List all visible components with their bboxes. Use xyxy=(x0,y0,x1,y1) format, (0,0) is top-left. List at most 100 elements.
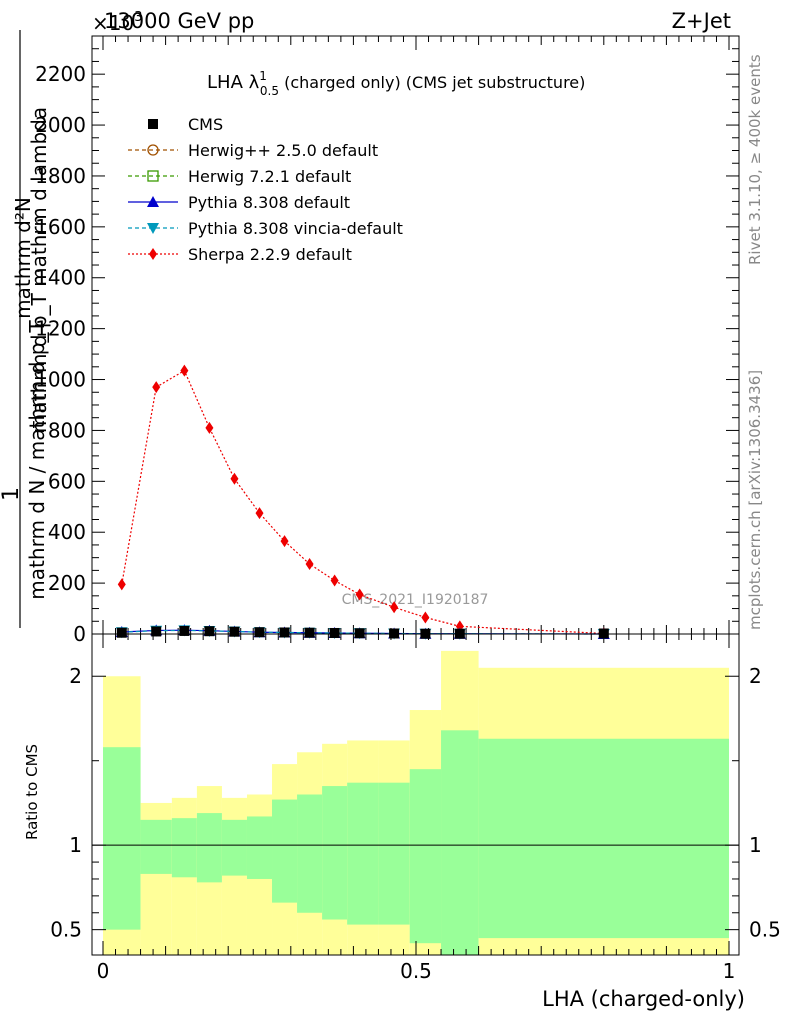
data-point xyxy=(152,381,161,394)
main-y-tick-label: 2000 xyxy=(35,113,86,137)
ratio-band-green xyxy=(378,782,410,925)
exponent-label: ×103 xyxy=(92,10,143,35)
x-tick-label: 1 xyxy=(723,959,736,983)
data-point xyxy=(598,628,609,639)
data-point xyxy=(179,625,190,636)
data-point xyxy=(389,628,400,639)
legend-label: CMS xyxy=(188,115,223,134)
ratio-y-tick-label: 0.5 xyxy=(50,918,82,942)
legend-entry: Sherpa 2.2.9 default xyxy=(128,245,352,264)
data-point xyxy=(421,611,430,624)
data-point xyxy=(280,535,289,548)
energy-label: 13000 GeV pp xyxy=(104,9,254,33)
ratio-band-green xyxy=(246,816,273,879)
data-point xyxy=(304,627,315,638)
ratio-band-green xyxy=(171,818,197,878)
legend-entry: Pythia 8.308 default xyxy=(128,193,350,212)
x-tick-label: 0 xyxy=(97,959,110,983)
ratio-band-green xyxy=(297,794,323,913)
ratio-band-green xyxy=(272,799,298,903)
legend-label: Pythia 8.308 default xyxy=(188,193,350,212)
y-label-numerator: mathrm d²N xyxy=(11,197,35,319)
legend-entry: Herwig 7.2.1 default xyxy=(128,167,351,186)
main-y-tick-label: 1000 xyxy=(35,368,86,392)
y-axis-label: 1 mathrm d²N mathrm d p_T mathrm d lambd… xyxy=(0,30,51,628)
y-label-denominator: mathrm d N / mathrm d p_T xyxy=(25,320,49,600)
data-point xyxy=(279,627,290,638)
mcplots-label: mcplots.cern.ch [arXiv:1306.3436] xyxy=(746,370,764,630)
main-y-tick-label: 2200 xyxy=(35,62,86,86)
ratio-y-axis: 0.5 0.5 1 1 2 2 xyxy=(50,664,781,941)
data-point xyxy=(255,507,264,520)
ratio-y-tick-label: 2 xyxy=(69,664,82,688)
x-tick-label: 0.5 xyxy=(400,959,432,983)
series-line xyxy=(121,369,604,635)
legend-marker xyxy=(149,248,157,260)
ratio-band-green xyxy=(103,747,141,930)
legend-marker xyxy=(147,223,159,234)
data-point xyxy=(117,578,126,591)
data-point xyxy=(229,626,240,637)
series-layer xyxy=(115,364,610,640)
main-y-tick-label: 200 xyxy=(48,571,86,595)
legend-entry: Herwig++ 2.5.0 default xyxy=(128,141,378,160)
ratio-band-green xyxy=(140,819,172,874)
ratio-band-green xyxy=(409,769,442,944)
ratio-band-green xyxy=(478,738,729,939)
data-point xyxy=(305,558,314,571)
process-label: Z+Jet xyxy=(672,9,731,33)
main-y-tick-label: 800 xyxy=(48,418,86,442)
ratio-band-green xyxy=(196,813,222,883)
data-point xyxy=(204,626,215,637)
legend-marker xyxy=(147,170,159,182)
ratio-bands xyxy=(103,650,729,955)
legend-label: Pythia 8.308 vincia-default xyxy=(188,219,403,238)
ratio-x-axis: 0 0.5 1 xyxy=(97,634,736,983)
legend-label: Herwig 7.2.1 default xyxy=(188,167,351,186)
main-y-tick-label: 1400 xyxy=(35,266,86,290)
series-sherpa-2-2-9-default xyxy=(117,364,608,640)
ratio-band-green xyxy=(441,730,479,955)
main-y-tick-label: 0 xyxy=(73,622,86,646)
data-point xyxy=(116,627,127,638)
data-point xyxy=(151,626,162,637)
x-axis-label: LHA (charged-only) xyxy=(542,987,745,1011)
legend-label: Sherpa 2.2.9 default xyxy=(188,245,352,264)
ratio-y-label: Ratio to CMS xyxy=(23,744,41,840)
analysis-watermark: CMS_2021_I1920187 xyxy=(342,592,489,608)
y-label-one: 1 xyxy=(0,487,24,501)
main-y-tick-label: 600 xyxy=(48,469,86,493)
legend-marker xyxy=(147,196,159,207)
ratio-band-green xyxy=(221,819,247,876)
data-point xyxy=(230,472,239,485)
data-point xyxy=(329,627,340,638)
data-point xyxy=(254,627,265,638)
plot-title: LHA λ1 0.5 (charged only) (CMS jet substr… xyxy=(207,69,585,98)
legend-entry: Pythia 8.308 vincia-default xyxy=(128,219,403,238)
data-point xyxy=(330,574,339,587)
main-y-tick-label: 1800 xyxy=(35,164,86,188)
ratio-band-green xyxy=(322,786,348,920)
ratio-y-tick-label: 1 xyxy=(69,833,82,857)
main-y-tick-label: 400 xyxy=(48,520,86,544)
data-point xyxy=(205,421,214,434)
main-y-axis: 0 200 400 600 800 1000 1200 1400 1600 1800 2000 220… xyxy=(35,48,739,646)
main-y-tick-label: 1200 xyxy=(35,317,86,341)
data-point xyxy=(355,588,364,601)
ratio-y-tick-label-right: 0.5 xyxy=(749,918,781,942)
rivet-label: Rivet 3.1.10, ≥ 400k events xyxy=(746,54,764,265)
legend: CMS Herwig++ 2.5.0 default Herwig 7.2.1 de… xyxy=(128,115,403,264)
ratio-y-tick-label-right: 1 xyxy=(749,833,762,857)
data-point xyxy=(390,601,399,614)
ratio-band-green xyxy=(347,782,379,925)
legend-marker xyxy=(147,144,159,156)
y-label-numerator-tail: mathrm d p_T mathrm d lambda xyxy=(27,107,51,433)
legend-entry: CMS xyxy=(148,115,223,134)
ratio-y-tick-label-right: 2 xyxy=(749,664,762,688)
data-point xyxy=(180,364,189,377)
data-point xyxy=(354,628,365,639)
legend-marker xyxy=(148,119,158,129)
legend-label: Herwig++ 2.5.0 default xyxy=(188,141,378,160)
main-y-tick-label: 1600 xyxy=(35,215,86,239)
